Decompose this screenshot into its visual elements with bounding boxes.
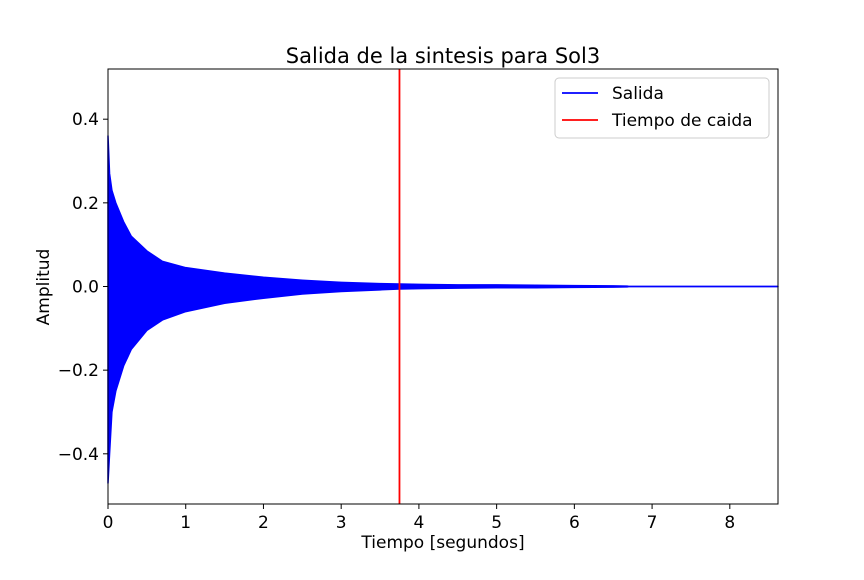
x-tick-label: 8 (724, 513, 735, 533)
legend: Salida Tiempo de caida (554, 77, 770, 139)
x-axis-label: Tiempo [segundos] (360, 533, 524, 553)
plot-area (107, 68, 779, 505)
x-tick-label: 6 (569, 513, 580, 533)
x-tick-label: 2 (258, 513, 269, 533)
x-tick-label: 4 (413, 513, 424, 533)
legend-box (554, 77, 770, 139)
y-tick-label: 0.2 (72, 194, 99, 214)
x-tick-label: 5 (491, 513, 502, 533)
series-layer (107, 135, 779, 484)
y-tick-label: −0.2 (58, 361, 99, 381)
x-tick-label: 7 (647, 513, 658, 533)
y-axis-label: Amplitud (34, 249, 54, 326)
x-tick-label: 1 (180, 513, 191, 533)
legend-label-tiempo-de-caida: Tiempo de caida (611, 111, 753, 131)
x-tick-label: 0 (103, 513, 114, 533)
y-tick-label: −0.4 (58, 445, 99, 465)
x-axis: 0 1 2 3 4 5 6 7 8 (103, 504, 735, 533)
y-tick-label: 0.4 (72, 110, 99, 130)
legend-label-salida: Salida (612, 84, 664, 104)
x-tick-label: 3 (336, 513, 347, 533)
y-axis: −0.4 −0.2 0.0 0.2 0.4 (58, 110, 108, 465)
y-tick-label: 0.0 (72, 278, 99, 298)
chart-title: Salida de la sintesis para Sol3 (286, 44, 600, 68)
